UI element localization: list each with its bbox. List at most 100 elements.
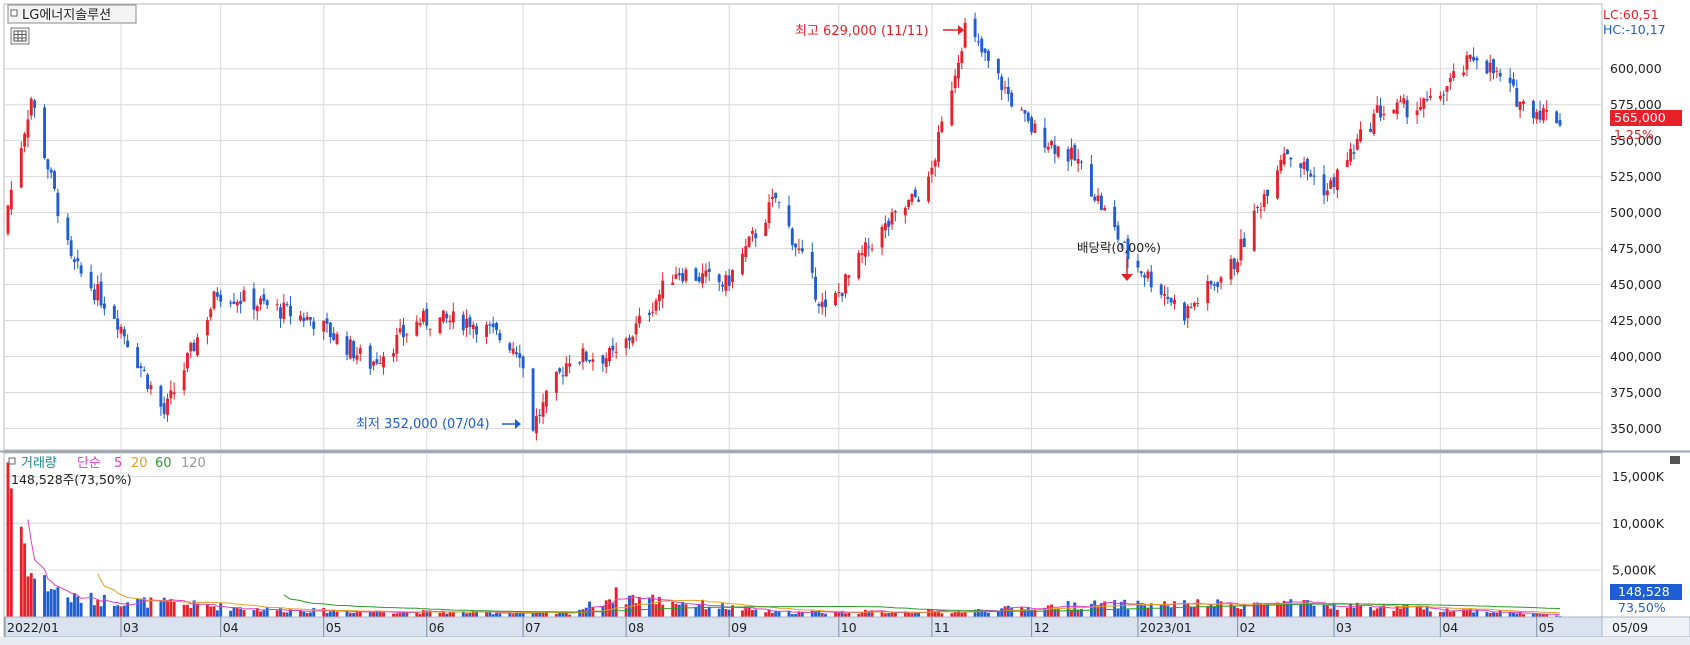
candle-body [1438,95,1442,99]
volume-bar [1442,611,1446,617]
volume-bar [1053,609,1057,617]
stock-menu-icon[interactable] [10,9,18,17]
volume-bar [727,609,731,617]
candle-body [764,222,768,237]
volume-bar [797,611,801,617]
volume-bar [1485,612,1489,617]
candle-body [1266,189,1269,196]
candle-body [475,326,479,335]
volume-bar [468,612,472,617]
candle-body [1043,127,1047,148]
volume-bar [1123,599,1127,617]
volume-menu-icon[interactable] [8,457,16,465]
volume-bar [445,613,449,617]
candle-body [159,385,163,407]
volume-bar [1256,602,1260,617]
candle-body [1325,190,1329,196]
candle-body [1136,260,1140,268]
candle-body [1169,298,1173,303]
volume-bar [870,610,874,617]
month-label: 05 [326,620,342,635]
volume-bar [96,600,100,617]
date-axis-strip[interactable] [3,616,1603,638]
volume-bar [927,609,931,617]
volume-bar [328,611,332,617]
candle-body [1495,70,1499,72]
volume-bar [1252,602,1256,617]
volume-bar [1332,602,1336,617]
candle-body [518,353,522,358]
volume-bar [219,603,223,617]
volume-bar [950,613,954,617]
candle-body [1232,258,1236,270]
volume-bar [69,602,73,617]
candle-body [498,333,502,341]
candle-body [252,288,256,310]
volume-bar [1462,609,1466,617]
candle-body [1053,144,1057,154]
candle-body [451,311,455,323]
candle-body [1262,194,1266,207]
candle-body [192,342,196,352]
volume-bar [963,611,967,617]
volume-bar [1468,609,1472,617]
candle-body [1046,146,1050,150]
candle-body [1492,59,1495,74]
volume-bar [940,613,944,617]
candle-body [1093,196,1097,201]
candle-body [953,75,957,89]
month-label: 12 [1034,620,1050,635]
volume-bar [1515,613,1519,617]
candle-body [608,348,611,361]
volume-bar [578,609,582,617]
legend-ma120: 120 [181,456,206,471]
volume-bar [79,602,83,617]
volume-bar [122,605,126,617]
volume-bar [1262,605,1266,617]
volume-bar [1495,613,1499,617]
volume-bar [375,610,379,617]
candle-body [604,358,608,367]
volume-bar [1375,608,1379,617]
candle-body [1196,303,1200,305]
volume-bar [312,607,316,617]
volume-bar [26,576,30,617]
candle-body [976,41,980,43]
candle-body [1322,174,1326,196]
candle-body [750,231,754,234]
volume-bar [611,603,615,617]
candle-body [631,336,635,344]
candle-body [986,50,990,61]
month-label: 02 [1240,620,1256,635]
volume-panel-close-icon[interactable] [1670,456,1680,464]
volume-bar [1206,606,1210,617]
volume-bar [279,608,282,617]
candle-body [863,242,867,257]
stock-name-box[interactable] [7,4,137,24]
scroll-track[interactable] [0,637,1690,645]
volume-bar [976,609,980,617]
candle-body [634,323,638,335]
volume-bar [1402,605,1406,617]
candle-body [1173,299,1176,304]
candle-body [189,343,193,352]
month-label: 03 [123,620,139,635]
volume-bar [1445,608,1449,617]
candle-body [166,398,169,415]
candle-body [717,274,721,283]
candle-body [139,366,143,369]
candle-body [933,160,937,167]
lc-label: LC:60,51 [1603,7,1659,22]
volume-bar [308,612,312,617]
volume-bar [1232,605,1236,617]
candle-body [116,318,120,330]
month-label: 10 [841,620,857,635]
dividend-arrow-icon [1121,258,1133,281]
legend-ma20: 20 [131,456,148,471]
volume-bar [847,612,851,617]
candle-body [1399,101,1402,103]
candle-body [1305,158,1309,171]
candle-body [1212,284,1216,286]
volume-bar [66,597,70,617]
